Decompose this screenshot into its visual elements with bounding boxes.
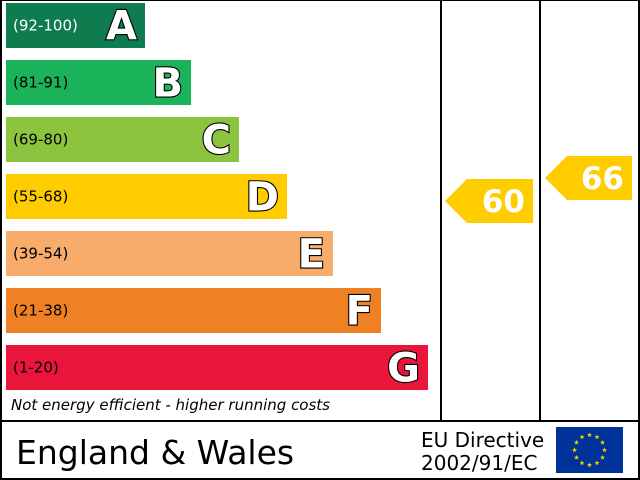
current-rating-marker: 60 [445, 179, 533, 223]
current-rating-arrow [445, 179, 533, 223]
flag-star-icon [579, 434, 585, 440]
band-bar-e [6, 231, 333, 276]
potential-rating-arrow [545, 156, 632, 200]
band-range-f: (21-38) [13, 302, 68, 320]
flag-star-icon [594, 434, 600, 440]
rating-markers: 60 66 [445, 156, 632, 223]
flag-star-icon [574, 439, 579, 445]
potential-rating-value: 66 [581, 161, 624, 197]
band-bar-b [6, 60, 191, 105]
band-letter-a: A [106, 4, 137, 50]
band-range-c: (69-80) [13, 131, 68, 149]
band-range-a: (92-100) [13, 17, 78, 35]
band-letter-e: E [298, 232, 325, 278]
band-b: (81-91) B [6, 59, 191, 108]
flag-star-icon [600, 439, 605, 445]
region-label: England & Wales [16, 433, 294, 472]
rating-bands: (92-100) A (81-91) B (69-80) C (55-68) D (39-54)… [6, 2, 428, 393]
flag-star-icon [579, 460, 585, 466]
flag-star-icon [587, 432, 592, 438]
band-range-e: (39-54) [13, 245, 68, 263]
flag-star-icon [600, 454, 605, 460]
band-bar-g [6, 345, 428, 390]
band-g: (1-20) G [6, 344, 428, 393]
band-bar-c [6, 117, 239, 162]
band-letter-c: C [202, 118, 231, 164]
band-d: (55-68) D [6, 173, 287, 222]
band-letter-g: G [387, 346, 420, 392]
band-letter-d: D [246, 175, 279, 221]
band-e: (39-54) E [6, 230, 333, 279]
directive-line-1: EU Directive [421, 428, 544, 452]
band-bar-f [6, 288, 381, 333]
band-bar-a [6, 3, 145, 48]
footnote-text: Not energy efficient - higher running co… [11, 396, 330, 414]
band-letter-f: F [346, 289, 373, 335]
band-letter-b: B [153, 61, 184, 107]
band-range-g: (1-20) [13, 359, 59, 377]
flag-star-icon [574, 454, 579, 460]
band-range-d: (55-68) [13, 188, 68, 206]
directive-line-2: 2002/91/EC [421, 451, 537, 475]
flag-star-icon [602, 447, 607, 453]
band-c: (69-80) C [6, 116, 239, 165]
band-f: (21-38) F [6, 287, 381, 336]
eu-flag-icon [556, 427, 623, 473]
flag-star-icon [587, 462, 592, 468]
flag-star-icon [572, 447, 577, 453]
band-range-b: (81-91) [13, 74, 68, 92]
band-bar-d [6, 174, 287, 219]
band-a: (92-100) A [6, 2, 145, 51]
current-rating-value: 60 [482, 184, 525, 220]
flag-star-icon [594, 460, 600, 466]
potential-rating-marker: 66 [545, 156, 632, 200]
